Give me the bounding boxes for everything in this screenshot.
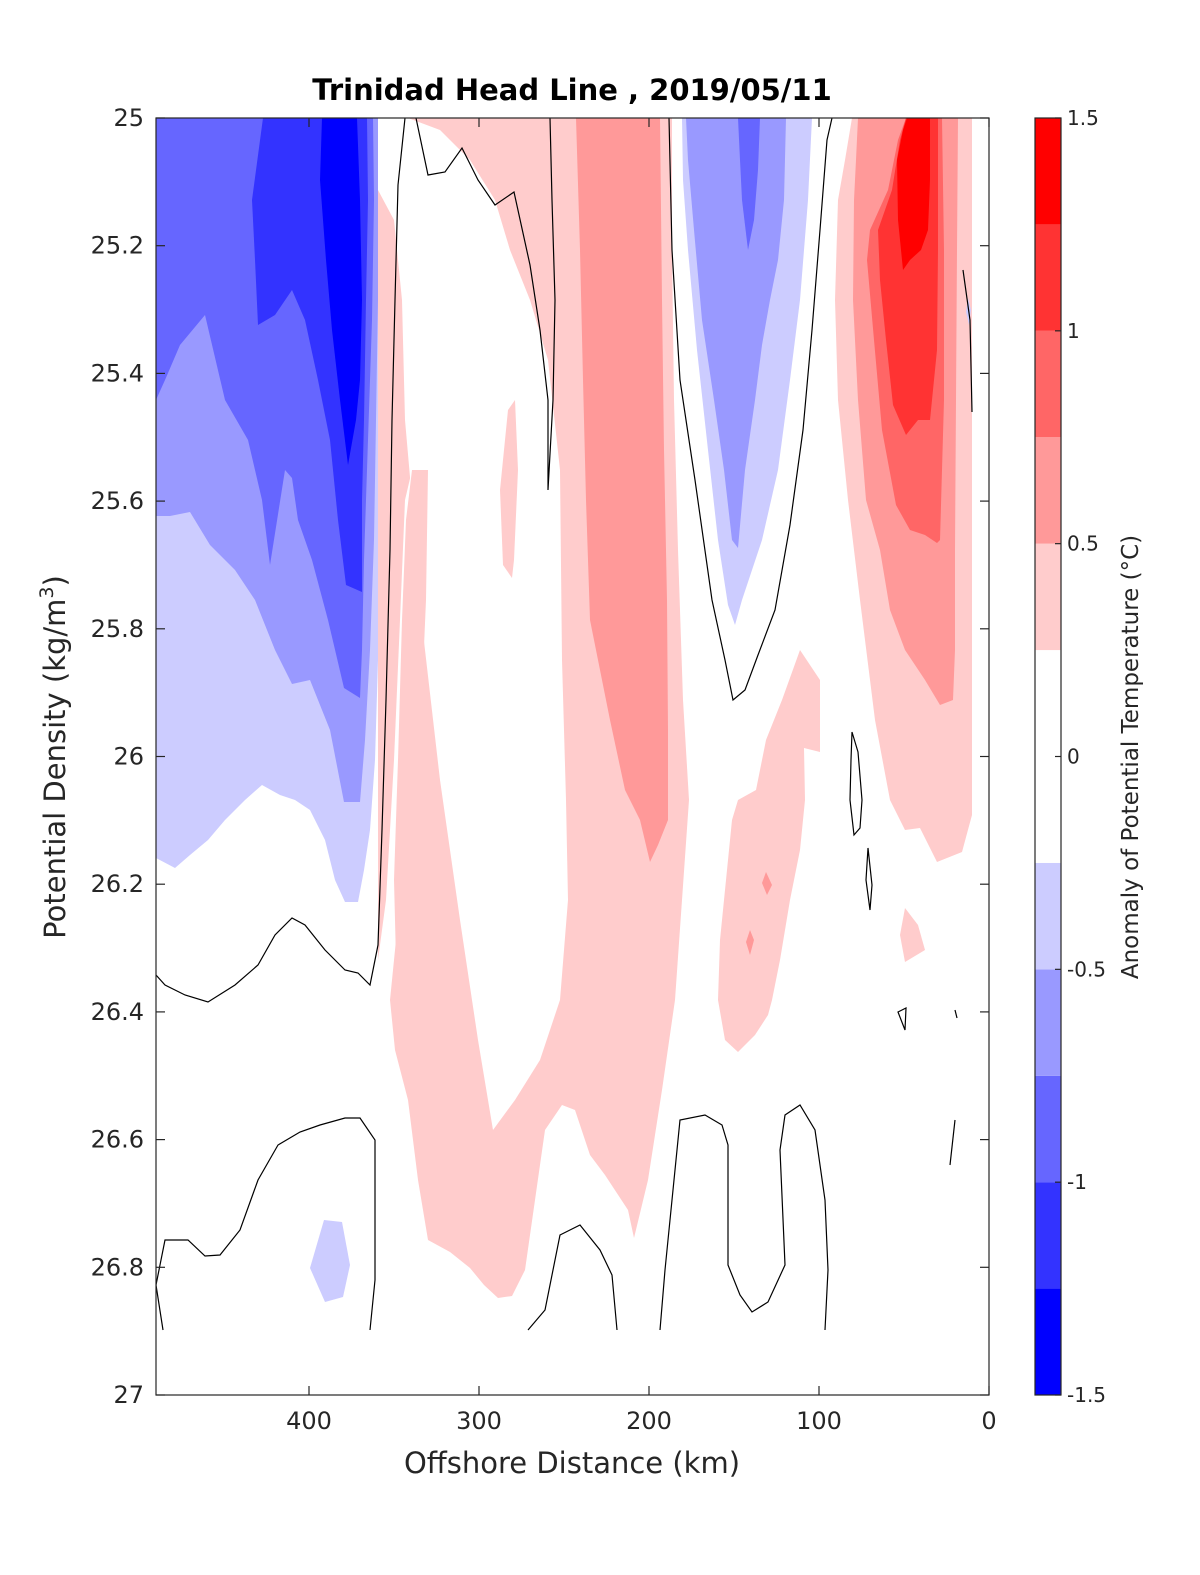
x-axis-title: Offshore Distance (km) (404, 1446, 740, 1480)
zero-contour-west-boundary (156, 118, 406, 1003)
x-tick-label: 400 (286, 1407, 332, 1435)
contour-gap-central (378, 118, 568, 1130)
colorbar-swatch (1035, 437, 1061, 544)
x-tick-label: 0 (981, 1407, 996, 1435)
contour-field (156, 118, 989, 1395)
zero-contour-lines (156, 118, 973, 1331)
contour-band-plus-0-25-mid (718, 650, 820, 1052)
y-tick-label: 26.4 (91, 998, 144, 1026)
y-tick-label: 25.8 (91, 615, 144, 643)
colorbar-tick-label: 1 (1067, 319, 1080, 343)
colorbar-tick-label: 0.5 (1067, 532, 1099, 556)
colorbar-swatch (1035, 1182, 1061, 1289)
colorbar-swatch (1035, 862, 1061, 970)
zero-contour-nearshore-dot (954, 1009, 958, 1019)
y-tick-label: 26 (113, 743, 144, 771)
zero-contour-nearshore (962, 269, 973, 413)
contour-band-plus-0-25-coast-blob (900, 908, 925, 962)
colorbar-tick-label: 0 (1067, 745, 1080, 769)
y-tick-label: 26.2 (91, 870, 144, 898)
colorbar-tick-label: -1 (1067, 1170, 1087, 1194)
contour-band-plus-0-5-central (576, 118, 668, 862)
x-tick-label: 300 (456, 1407, 502, 1435)
y-tick-label: 25.2 (91, 232, 144, 260)
contour-band-minus-1-25 (320, 118, 362, 465)
colorbar-swatch (1035, 1288, 1061, 1395)
chart-title: Trinidad Head Line , 2019/05/11 (312, 73, 832, 107)
y-tick-label: 25.4 (91, 359, 144, 387)
y-tick-label: 26.6 (91, 1126, 144, 1154)
zero-contour-deep-west (156, 1117, 376, 1331)
contour-band-plus-0-5-dot-2 (746, 930, 754, 955)
colorbar-swatch (1035, 543, 1061, 651)
y-axis-title-close: ) (38, 575, 72, 586)
zero-contour-nearshore-deep (949, 1119, 956, 1166)
zero-contour-loop-3 (897, 1007, 907, 1031)
colorbar-tick-label: -0.5 (1067, 957, 1106, 981)
y-axis: 25 25.2 25.4 25.6 25.8 26 26.2 26.4 26.6 26.8 27 (91, 104, 989, 1409)
y-tick-label: 25 (113, 104, 144, 132)
x-tick-label: 100 (796, 1407, 842, 1435)
colorbar-title: Anomaly of Potential Temperature (°C) (1118, 535, 1144, 979)
contour-band-plus-0-25-thin (500, 400, 518, 578)
zero-contour-central-tongue (415, 118, 556, 491)
zero-contour-deep-mid-2 (659, 1104, 829, 1331)
colorbar: 1.5 1 0.5 0 -0.5 -1 -1.5 (1034, 106, 1106, 1407)
colorbar-swatch (1035, 224, 1061, 331)
y-axis-title: Potential Density (kg/m3) (36, 575, 72, 939)
y-tick-label: 25.6 (91, 487, 144, 515)
y-tick-label: 27 (113, 1381, 144, 1409)
zero-contour-loop-1 (849, 731, 863, 837)
colorbar-swatch (1035, 330, 1061, 438)
colorbar-tick-label: 1.5 (1067, 106, 1099, 130)
colorbar-swatch (1035, 969, 1061, 1076)
y-axis-title-superscript: 3 (36, 586, 58, 598)
zero-contour-deep-mid-1 (527, 1224, 618, 1331)
colorbar-swatch (1035, 118, 1061, 225)
y-axis-title-main: Potential Density (kg/m (38, 599, 72, 939)
contour-band-plus-1-25-coast (897, 118, 930, 270)
contour-band-deep-cold-patch (310, 1220, 350, 1302)
x-tick-label: 200 (626, 1407, 672, 1435)
contour-band-plus-0-5-dot (762, 872, 772, 895)
contour-band-minus-0-5-mid (686, 118, 786, 548)
colorbar-tick-label: -1.5 (1067, 1383, 1106, 1407)
contour-band-plus-0-25-left-sliver (394, 470, 428, 960)
colorbar-swatch (1035, 1075, 1061, 1183)
y-tick-label: 26.8 (91, 1253, 144, 1281)
x-axis: 400 300 200 100 0 (286, 118, 997, 1435)
zero-contour-loop-2 (865, 847, 873, 911)
zero-contour-mid-tongue (668, 118, 833, 702)
contour-band-minus-0-75-mid (738, 118, 760, 250)
